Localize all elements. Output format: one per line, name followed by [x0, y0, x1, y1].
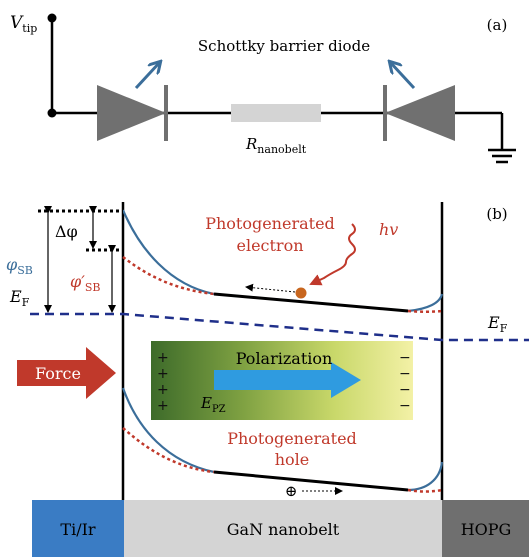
ground-icon — [488, 148, 516, 164]
hole-symbol: ⊕ — [285, 482, 298, 500]
hopg-label: HOPG — [461, 520, 512, 539]
epz-label: EPZ — [200, 394, 226, 415]
conduction-band-dotted-right — [407, 309, 443, 313]
svg-text:−: − — [399, 382, 411, 398]
fermi-label-right: EF — [487, 313, 508, 335]
svg-text:+: + — [157, 382, 169, 398]
v-tip-label: Vtip — [10, 13, 37, 35]
polarization-arrow — [214, 362, 361, 398]
conduction-band-with-force — [121, 209, 444, 313]
panel-b: (b) φSB Δφ φ′SB — [6, 202, 529, 500]
polarization-minus-signs: − − − − — [399, 350, 411, 414]
gan-nanobelt-label: GaN nanobelt — [227, 520, 340, 539]
phi-sb-label: φSB — [6, 255, 33, 277]
left-diode-triangle — [97, 85, 166, 141]
polarization-plus-signs: + + + + — [157, 350, 169, 414]
valence-band-dotted — [122, 427, 215, 474]
conduction-band-black — [213, 292, 409, 313]
photo-electron-label: Photogenerated — [205, 214, 335, 233]
svg-text:+: + — [157, 366, 169, 382]
hopg-block — [442, 500, 529, 557]
right-diode-emission-arrow — [390, 62, 416, 90]
resistor-label: Rnanobelt — [245, 135, 307, 156]
fermi-label-left: EF — [9, 287, 30, 309]
conduction-band-dotted — [122, 256, 215, 296]
svg-text:+: + — [157, 398, 169, 414]
phi-sb-prime-label: φ′SB — [70, 272, 100, 294]
force-arrow-icon — [17, 347, 116, 399]
right-diode-triangle — [385, 85, 455, 141]
electron-dot — [295, 287, 307, 299]
electron-drift-arrow — [245, 283, 296, 293]
valence-band-dotted-right — [407, 488, 443, 493]
panel-b-label: (b) — [486, 205, 507, 223]
svg-text:+: + — [157, 350, 169, 366]
photo-hole-label: Photogenerated — [227, 429, 357, 448]
left-diode-emission-arrow — [134, 62, 160, 90]
ti-ir-label: Ti/Ir — [60, 520, 96, 539]
polarization-label: Polarization — [236, 349, 333, 368]
panel-a-label: (a) — [487, 16, 508, 34]
ti-ir-block — [32, 500, 124, 557]
delta-phi-label: Δφ — [55, 222, 78, 241]
svg-text:−: − — [399, 398, 411, 414]
photo-hole-label-2: hole — [275, 450, 310, 469]
force-label: Force — [35, 364, 81, 383]
material-blocks: Ti/Ir GaN nanobelt HOPG — [32, 500, 529, 557]
fermi-level-dashed — [30, 312, 529, 342]
photon-label: hv — [379, 220, 398, 239]
svg-text:−: − — [399, 366, 411, 382]
photo-electron-label-2: electron — [236, 236, 303, 255]
valence-band-black — [213, 470, 409, 492]
panel-a: Vtip Rnanobelt Schottky barrier diode (a… — [10, 13, 516, 164]
gan-nanobelt-block — [124, 500, 442, 557]
schottky-diode-title: Schottky barrier diode — [198, 37, 370, 55]
photon-wave-arrow — [309, 223, 356, 286]
svg-text:−: − — [399, 350, 411, 366]
resistor-body — [231, 104, 321, 122]
